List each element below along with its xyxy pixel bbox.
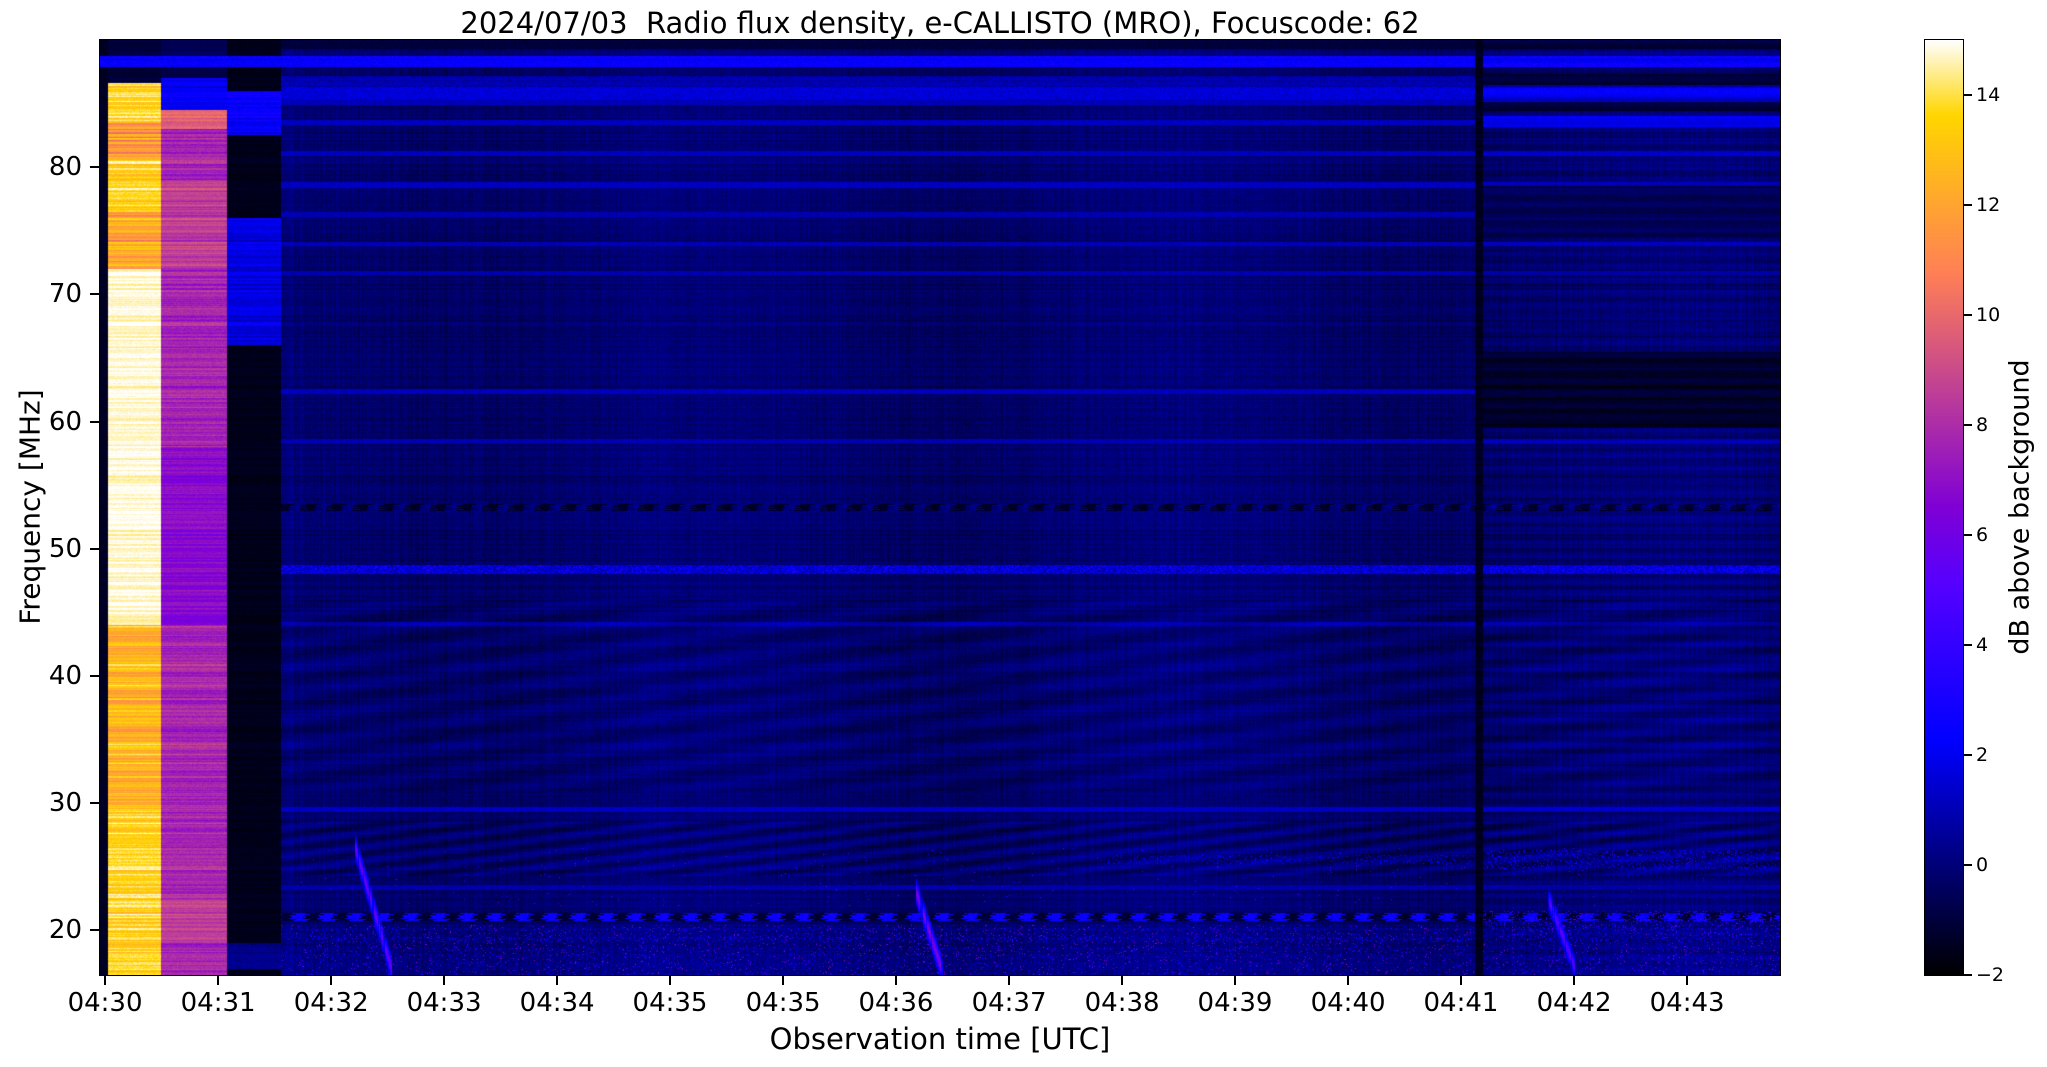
x-tick-label: 04:35: [632, 988, 708, 1018]
x-tick-mark: [1459, 976, 1462, 985]
x-tick-mark: [894, 976, 897, 985]
x-tick-mark: [782, 976, 785, 985]
x-tick-label: 04:33: [406, 988, 482, 1018]
y-tick-mark: [90, 166, 99, 169]
x-tick-label: 04:40: [1310, 988, 1386, 1018]
y-tick-label: 30: [48, 788, 82, 819]
x-tick-label: 04:35: [745, 988, 821, 1018]
colorbar-tick-label: 10: [1976, 304, 2001, 326]
x-tick-label: 04:36: [858, 988, 934, 1018]
x-tick-mark: [217, 976, 220, 985]
x-tick-label: 04:30: [67, 988, 143, 1018]
x-tick-mark: [1347, 976, 1350, 985]
x-tick-mark: [1234, 976, 1236, 985]
colorbar-tick-mark: [1964, 314, 1972, 316]
x-axis-label: Observation time [UTC]: [769, 1022, 1111, 1056]
y-tick-label: 70: [48, 279, 82, 310]
x-tick-mark: [669, 976, 672, 985]
colorbar-tick-label: 8: [1976, 414, 1989, 436]
colorbar-tick-mark: [1964, 644, 1972, 646]
x-tick-label: 04:37: [971, 988, 1047, 1018]
colorbar-tick-label: 2: [1976, 744, 1989, 766]
x-tick-mark: [443, 976, 446, 985]
colorbar-tick-mark: [1964, 754, 1972, 756]
x-tick-label: 04:43: [1649, 988, 1725, 1018]
x-tick-mark: [1121, 976, 1124, 985]
colorbar-tick-label: −2: [1976, 964, 2005, 986]
y-tick-label: 60: [48, 406, 82, 437]
y-tick-mark: [90, 293, 99, 296]
y-tick-label: 20: [48, 915, 82, 946]
colorbar-tick-mark: [1964, 204, 1972, 206]
y-tick-mark: [90, 675, 99, 678]
spectrogram-heatmap: [100, 40, 1780, 975]
colorbar-tick-label: 4: [1976, 634, 1989, 656]
colorbar-tick-mark: [1964, 424, 1972, 426]
plot-area: [99, 39, 1781, 976]
x-tick-mark: [104, 976, 107, 985]
x-tick-label: 04:34: [519, 988, 595, 1018]
x-tick-mark: [1573, 976, 1576, 985]
colorbar-tick-mark: [1964, 534, 1972, 536]
y-tick-mark: [90, 802, 99, 805]
colorbar-tick-label: 12: [1976, 194, 2001, 216]
x-tick-label: 04:32: [293, 988, 369, 1018]
colorbar-tick-mark: [1964, 864, 1972, 866]
colorbar-tick-label: 0: [1976, 854, 1989, 876]
y-tick-label: 80: [48, 152, 82, 183]
x-tick-mark: [1008, 976, 1011, 985]
x-tick-mark: [330, 976, 333, 985]
x-tick-label: 04:41: [1423, 988, 1499, 1018]
colorbar: [1924, 39, 1964, 976]
y-tick-mark: [90, 929, 99, 932]
colorbar-tick-label: 6: [1976, 524, 1989, 546]
x-tick-mark: [1686, 976, 1689, 985]
colorbar-gradient: [1925, 40, 1963, 975]
y-tick-mark: [90, 547, 99, 550]
x-tick-label: 04:39: [1197, 988, 1273, 1018]
x-tick-label: 04:42: [1536, 988, 1612, 1018]
y-tick-label: 50: [48, 533, 82, 564]
colorbar-tick-mark: [1964, 974, 1972, 976]
x-tick-label: 04:38: [1084, 988, 1160, 1018]
colorbar-label: dB above background: [2004, 359, 2036, 655]
chart-title: 2024/07/03 Radio flux density, e-CALLIST…: [460, 6, 1420, 40]
x-tick-mark: [556, 976, 559, 985]
y-tick-label: 40: [48, 661, 82, 692]
colorbar-tick-mark: [1964, 94, 1972, 96]
y-tick-mark: [90, 420, 99, 423]
x-tick-label: 04:31: [180, 988, 256, 1018]
colorbar-tick-label: 14: [1976, 84, 2001, 106]
